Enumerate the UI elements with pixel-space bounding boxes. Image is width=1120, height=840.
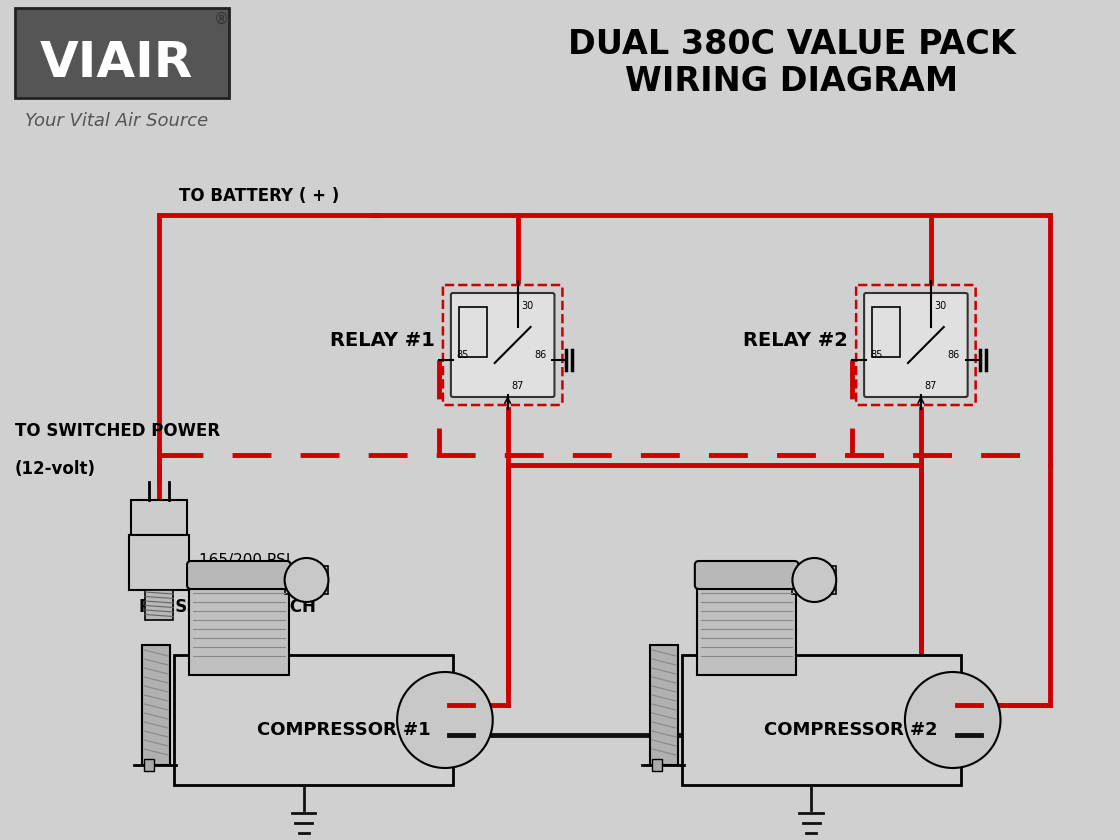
Text: PRESSURE SWITCH: PRESSURE SWITCH [139,598,316,616]
Text: COMPRESSOR #1: COMPRESSOR #1 [256,721,430,739]
Bar [697,565,796,675]
FancyBboxPatch shape [694,561,799,589]
Text: 86: 86 [534,350,547,360]
Text: 165/200 PSI: 165/200 PSI [199,553,290,568]
Text: DUAL 380C VALUE PACK: DUAL 380C VALUE PACK [568,28,1016,61]
Text: (12-volt): (12-volt) [15,460,96,478]
Text: 85: 85 [457,350,469,360]
Circle shape [793,558,837,602]
Circle shape [284,558,328,602]
Text: 30: 30 [522,301,534,311]
Text: 85: 85 [870,350,883,360]
FancyBboxPatch shape [451,293,554,397]
Bar [682,655,961,785]
Text: 30: 30 [935,301,948,311]
Text: ®: ® [214,12,230,27]
Text: 87: 87 [512,381,524,391]
Bar [189,565,289,675]
Text: 87: 87 [925,381,937,391]
Bar [872,307,900,357]
Text: WIRING DIAGRAM: WIRING DIAGRAM [625,65,958,98]
Bar [146,590,174,620]
FancyBboxPatch shape [187,561,290,589]
Text: VIAIR: VIAIR [39,39,193,87]
Bar [650,645,678,765]
FancyBboxPatch shape [865,293,968,397]
Bar [793,566,837,594]
Text: 86: 86 [948,350,960,360]
Text: TO SWITCHED POWER: TO SWITCHED POWER [15,422,220,440]
Text: TO BATTERY ( + ): TO BATTERY ( + ) [179,187,339,205]
Bar [142,645,170,765]
Text: RELAY #1: RELAY #1 [330,330,435,349]
Bar [144,759,155,771]
Bar [129,535,189,590]
Bar [174,655,452,785]
Text: Your Vital Air Source: Your Vital Air Source [25,112,208,130]
Bar [131,500,187,535]
Circle shape [398,672,493,768]
Bar [284,566,328,594]
Bar [652,759,662,771]
Bar [15,8,228,98]
Text: RELAY #2: RELAY #2 [744,330,848,349]
Circle shape [905,672,1000,768]
Text: COMPRESSOR #2: COMPRESSOR #2 [764,721,937,739]
Bar [459,307,487,357]
